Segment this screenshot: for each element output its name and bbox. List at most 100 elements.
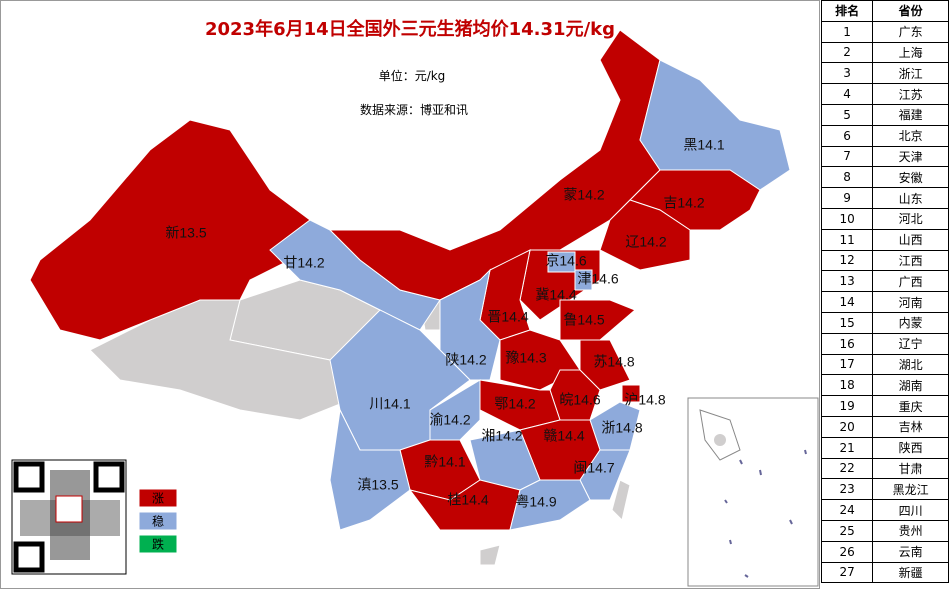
province-cell: 北京 bbox=[872, 124, 949, 147]
table-row: 10 河北 bbox=[820, 207, 949, 230]
rank-cell: 3 bbox=[820, 62, 874, 85]
region-label: 黔14.1 bbox=[424, 454, 465, 470]
rank-cell: 4 bbox=[820, 83, 874, 105]
region-label: 蒙14.2 bbox=[563, 187, 604, 203]
province-cell: 甘肃 bbox=[872, 457, 949, 480]
rank-cell: 25 bbox=[820, 519, 874, 542]
rank-cell: 14 bbox=[820, 291, 874, 313]
region-label: 新13.5 bbox=[165, 225, 206, 241]
province-cell: 湖北 bbox=[872, 353, 949, 376]
regions bbox=[29, 29, 791, 531]
rank-cell: 22 bbox=[820, 457, 874, 480]
province-cell: 江西 bbox=[872, 249, 949, 272]
province-cell: 天津 bbox=[872, 145, 949, 168]
region-label: 桂14.4 bbox=[447, 492, 488, 508]
table-row: 15 内蒙 bbox=[820, 311, 949, 334]
rank-cell: 18 bbox=[820, 374, 874, 397]
region-label: 黑14.1 bbox=[683, 137, 724, 153]
table-row: 23 黑龙江 bbox=[820, 478, 949, 501]
taiwan bbox=[611, 479, 631, 521]
table-row: 4 江苏 bbox=[820, 83, 949, 105]
province-cell: 贵州 bbox=[872, 519, 949, 542]
province-cell: 江苏 bbox=[872, 83, 949, 105]
province-cell: 黑龙江 bbox=[872, 478, 949, 501]
province-cell: 浙江 bbox=[872, 62, 949, 85]
region-label: 苏14.8 bbox=[593, 354, 634, 370]
table-row: 25 贵州 bbox=[820, 519, 949, 542]
column-header: 省份 bbox=[872, 0, 949, 22]
region-label: 赣14.4 bbox=[543, 428, 584, 444]
province-cell: 重庆 bbox=[872, 395, 949, 417]
rank-cell: 13 bbox=[820, 270, 874, 293]
province-cell: 山东 bbox=[872, 187, 949, 209]
province-cell: 陕西 bbox=[872, 436, 949, 459]
region-label: 鲁14.5 bbox=[563, 312, 604, 328]
region bbox=[574, 269, 593, 291]
province-cell: 四川 bbox=[872, 499, 949, 521]
rank-cell: 5 bbox=[820, 103, 874, 126]
rank-cell: 17 bbox=[820, 353, 874, 376]
table-row: 20 吉林 bbox=[820, 415, 949, 438]
source: 数据来源：博亚和讯 bbox=[360, 102, 468, 117]
legend-swatch bbox=[138, 511, 178, 531]
table-row: 17 湖北 bbox=[820, 353, 949, 376]
province-cell: 山西 bbox=[872, 228, 949, 251]
region-label: 津14.6 bbox=[577, 271, 618, 287]
province-cell: 吉林 bbox=[872, 415, 949, 438]
province-cell: 上海 bbox=[872, 41, 949, 64]
legend-label: 涨 bbox=[152, 491, 164, 506]
region-label: 皖14.6 bbox=[559, 392, 600, 408]
rank-cell: 9 bbox=[820, 187, 874, 209]
table-row: 9 山东 bbox=[820, 187, 949, 209]
rank-cell: 12 bbox=[820, 249, 874, 272]
gray-regions bbox=[89, 278, 631, 566]
table-row: 22 甘肃 bbox=[820, 457, 949, 480]
table-row: 13 广西 bbox=[820, 270, 949, 293]
province-cell: 辽宁 bbox=[872, 332, 949, 355]
table-row: 12 江西 bbox=[820, 249, 949, 272]
region-label: 闽14.7 bbox=[573, 460, 614, 476]
table-row: 16 辽宁 bbox=[820, 332, 949, 355]
province-cell: 广西 bbox=[872, 270, 949, 293]
province-cell: 内蒙 bbox=[872, 311, 949, 334]
legend-swatch bbox=[138, 488, 178, 508]
region-label: 粤14.9 bbox=[515, 494, 556, 510]
region-label: 甘14.2 bbox=[283, 255, 324, 271]
region-label: 冀14.4 bbox=[535, 287, 576, 303]
region-label: 吉14.2 bbox=[663, 195, 704, 211]
region-label: 陕14.2 bbox=[445, 352, 486, 368]
ranking-table: 排名 省份 1 广东 2 上海 3 浙江 4 江苏 5 福建 6 北京 7 天津 8 安徽 9 山东 10 河北 11 山… bbox=[820, 0, 949, 584]
legend-label: 跌 bbox=[152, 537, 164, 552]
rank-cell: 21 bbox=[820, 436, 874, 459]
table-row: 6 北京 bbox=[820, 124, 949, 147]
hainan bbox=[479, 544, 501, 566]
qr-code bbox=[11, 459, 127, 575]
table-row: 11 山西 bbox=[820, 228, 949, 251]
table-row: 27 新疆 bbox=[820, 561, 949, 584]
region-label: 浙14.8 bbox=[601, 420, 642, 436]
region bbox=[599, 199, 691, 271]
table-row: 8 安徽 bbox=[820, 166, 949, 189]
table-row: 19 重庆 bbox=[820, 395, 949, 417]
rank-cell: 15 bbox=[820, 311, 874, 334]
rank-cell: 1 bbox=[820, 20, 874, 43]
table-row: 21 陕西 bbox=[820, 436, 949, 459]
table-row: 24 四川 bbox=[820, 499, 949, 521]
region bbox=[509, 479, 591, 531]
region-label: 滇13.5 bbox=[357, 477, 398, 493]
region bbox=[621, 384, 641, 403]
region-label: 沪14.8 bbox=[624, 392, 665, 408]
table-row: 26 云南 bbox=[820, 540, 949, 563]
inset-map bbox=[687, 397, 819, 587]
province-cell: 云南 bbox=[872, 540, 949, 563]
region bbox=[579, 339, 631, 391]
table-row: 7 天津 bbox=[820, 145, 949, 168]
region bbox=[29, 119, 311, 341]
table-row: 18 湖南 bbox=[820, 374, 949, 397]
region bbox=[329, 408, 411, 531]
rank-cell: 27 bbox=[820, 561, 874, 584]
rank-cell: 16 bbox=[820, 332, 874, 355]
table-row: 2 上海 bbox=[820, 41, 949, 64]
province-cell: 安徽 bbox=[872, 166, 949, 189]
table-row: 1 广东 bbox=[820, 20, 949, 43]
